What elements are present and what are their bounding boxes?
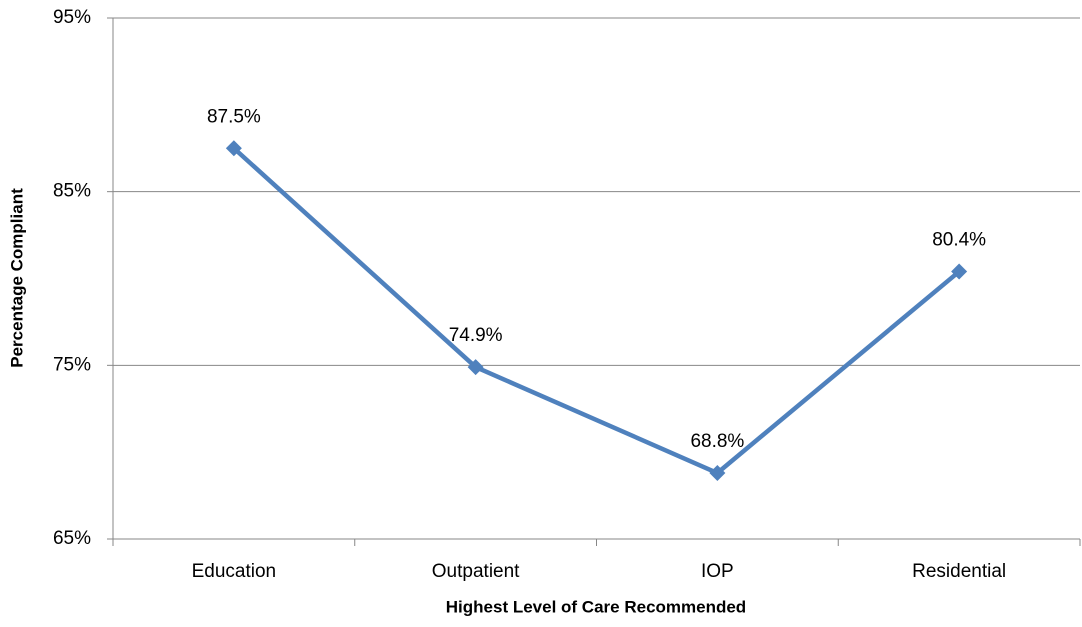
x-tick-label: Education (192, 561, 277, 582)
data-label: 68.8% (690, 431, 744, 452)
data-point (467, 359, 484, 376)
x-tick-label: Outpatient (432, 561, 520, 582)
data-point (709, 465, 726, 482)
y-tick-label: 85% (53, 181, 91, 202)
x-tick-label: IOP (701, 561, 734, 582)
data-label: 74.9% (449, 325, 503, 346)
x-tick-label: Residential (912, 561, 1006, 582)
data-point (951, 263, 968, 280)
y-tick-label: 75% (53, 354, 91, 375)
data-label: 87.5% (207, 106, 261, 127)
y-tick-label: 65% (53, 528, 91, 549)
x-axis-title: Highest Level of Care Recommended (446, 597, 746, 616)
data-point (225, 140, 242, 157)
y-tick-label: 95% (53, 7, 91, 28)
data-label: 80.4% (932, 230, 986, 251)
data-line (232, 146, 961, 476)
y-axis-title: Percentage Compliant (7, 188, 26, 368)
